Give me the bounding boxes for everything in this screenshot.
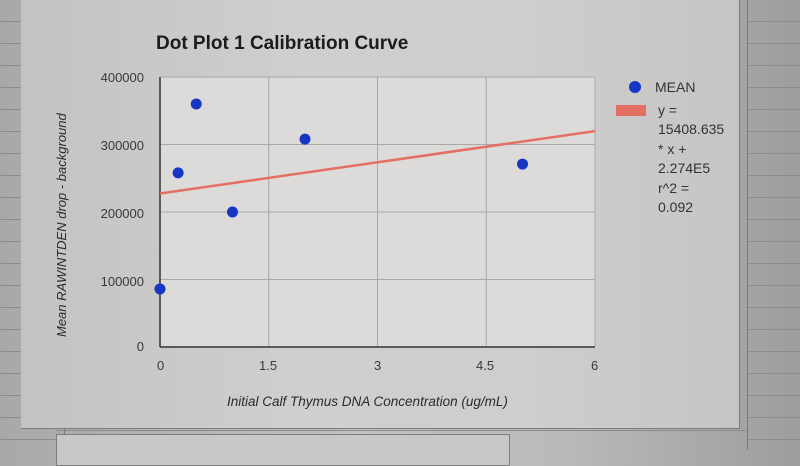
legend: MEAN y = 15408.635 * x + 2.274E5 r^2 = 0… (616, 78, 724, 218)
y-tick-0: 0 (136, 339, 144, 354)
x-tick-3: 3 (374, 358, 382, 373)
data-point (299, 133, 311, 145)
equation-r2-label: r^2 = (658, 179, 690, 196)
spreadsheet-grid-right (747, 0, 800, 450)
y-tick-100000: 100000 (100, 274, 144, 289)
legend-label-mean: MEAN (655, 79, 696, 95)
x-tick-0: 0 (157, 358, 165, 373)
equation-intercept: 2.274E5 (658, 160, 711, 176)
x-tick-1.5: 1.5 (259, 358, 278, 373)
legend-dot-icon (629, 81, 641, 93)
legend-trendline-equation: y = 15408.635 * x + 2.274E5 r^2 = 0.092 (658, 101, 724, 218)
y-tick-200000: 200000 (100, 206, 144, 221)
equation-slope: 15408.635 (658, 121, 725, 137)
equation-line-1: y = (658, 101, 678, 118)
data-point (227, 206, 238, 218)
chart-title: Dot Plot 1 Calibration Curve (156, 33, 409, 54)
trendline (159, 129, 596, 195)
y-axis-title: Mean RAWINTDEN drop - background (54, 113, 69, 337)
x-tick-6: 6 (591, 358, 599, 373)
spreadsheet-row-strip (56, 430, 746, 435)
plot-area (154, 76, 596, 348)
data-point (517, 158, 528, 170)
x-axis-title: Initial Calf Thymus DNA Concentration (u… (227, 394, 508, 409)
y-tick-400000: 400000 (100, 70, 144, 85)
legend-line-swatch-icon (616, 104, 646, 116)
legend-item-mean[interactable]: MEAN (625, 78, 724, 98)
data-point (190, 98, 202, 110)
data-point (154, 283, 166, 295)
equation-r2-value: 0.092 (658, 199, 694, 215)
equation-line-3: * x + (658, 140, 687, 157)
data-point (172, 167, 184, 179)
legend-item-trendline[interactable]: y = 15408.635 * x + 2.274E5 r^2 = 0.092 (616, 101, 724, 218)
y-tick-300000: 300000 (100, 138, 144, 153)
x-tick-4.5: 4.5 (476, 358, 495, 373)
